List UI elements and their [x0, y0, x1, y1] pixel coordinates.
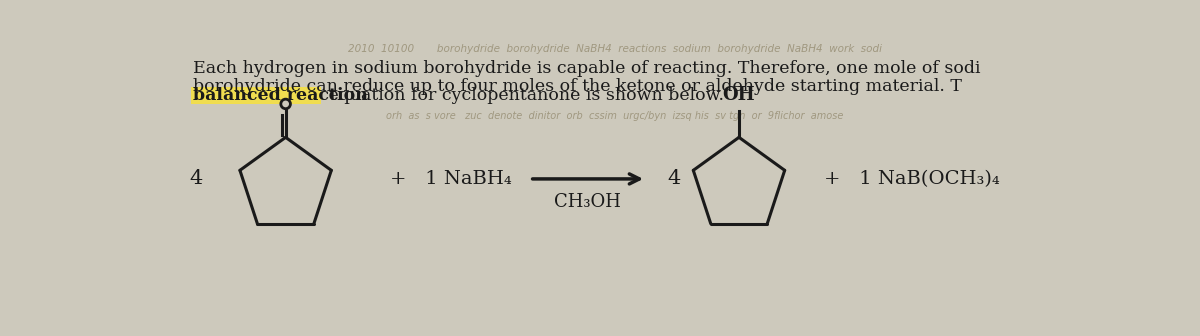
Text: Each hydrogen in sodium borohydride is capable of reacting. Therefore, one mole : Each hydrogen in sodium borohydride is c… [193, 59, 980, 77]
Text: OH: OH [722, 86, 755, 104]
Text: balanced reaction: balanced reaction [193, 87, 367, 104]
Text: equation for cyclopentanone is shown below.: equation for cyclopentanone is shown bel… [323, 87, 724, 104]
Text: +   1 NaB(OCH₃)₄: + 1 NaB(OCH₃)₄ [824, 170, 1000, 188]
FancyBboxPatch shape [191, 87, 322, 104]
Text: 4: 4 [667, 169, 680, 188]
Text: 2010  10100       borohydride  borohydride  NaBH4  reactions  sodium  borohydrid: 2010 10100 borohydride borohydride NaBH4… [348, 44, 882, 54]
Text: +   1 NaBH₄: + 1 NaBH₄ [390, 170, 512, 188]
Text: 4: 4 [190, 169, 203, 188]
Text: CH₃OH: CH₃OH [554, 193, 622, 211]
Circle shape [281, 99, 290, 109]
Text: borohydride can reduce up to four moles of the ketone or aldehyde starting mater: borohydride can reduce up to four moles … [193, 78, 961, 95]
Text: orh  as  s vore   zuc  denote  dinitor  orb  cssim  urgc/byn  izsq his  sv tgn  : orh as s vore zuc denote dinitor orb css… [386, 111, 844, 121]
